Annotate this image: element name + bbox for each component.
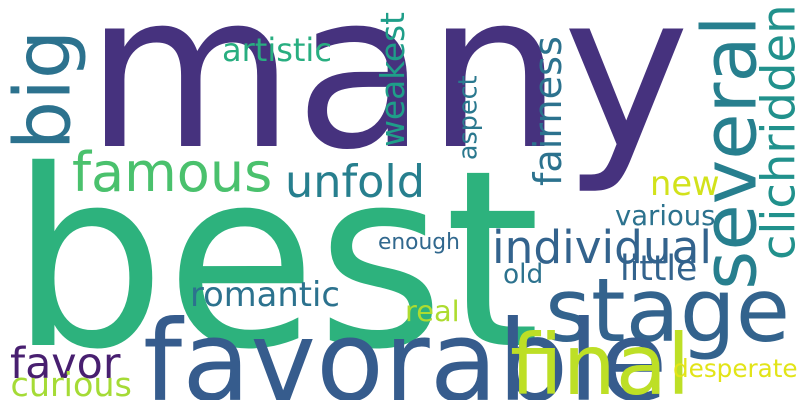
word-famous: famous [72,141,273,204]
word-unfold: unfold [285,155,426,208]
word-best: best [10,117,541,400]
word-many: many [85,0,690,197]
word-individual: individual [492,220,712,274]
word-aspect: aspect [453,74,484,160]
word-fairness: fairness [526,36,571,187]
word-weakest: weakest [373,12,412,147]
word-new: new [650,163,720,203]
word-various: various [615,201,716,232]
word-curious: curious [10,365,132,400]
word-favor: favor [10,339,121,389]
word-old: old [503,259,544,290]
word-romantic: romantic [190,274,340,314]
word-clichridden: clichridden [751,4,800,261]
word-enough: enough [378,230,460,255]
word-stage: stage [545,259,791,362]
word-desperate: desperate [673,354,798,383]
word-final: final [510,316,691,400]
word-favorable: favorable [143,298,668,400]
word-big: big [0,29,88,151]
word-real: real [405,293,460,328]
word-artistic: artistic [222,30,332,69]
word-little: little [620,249,698,289]
